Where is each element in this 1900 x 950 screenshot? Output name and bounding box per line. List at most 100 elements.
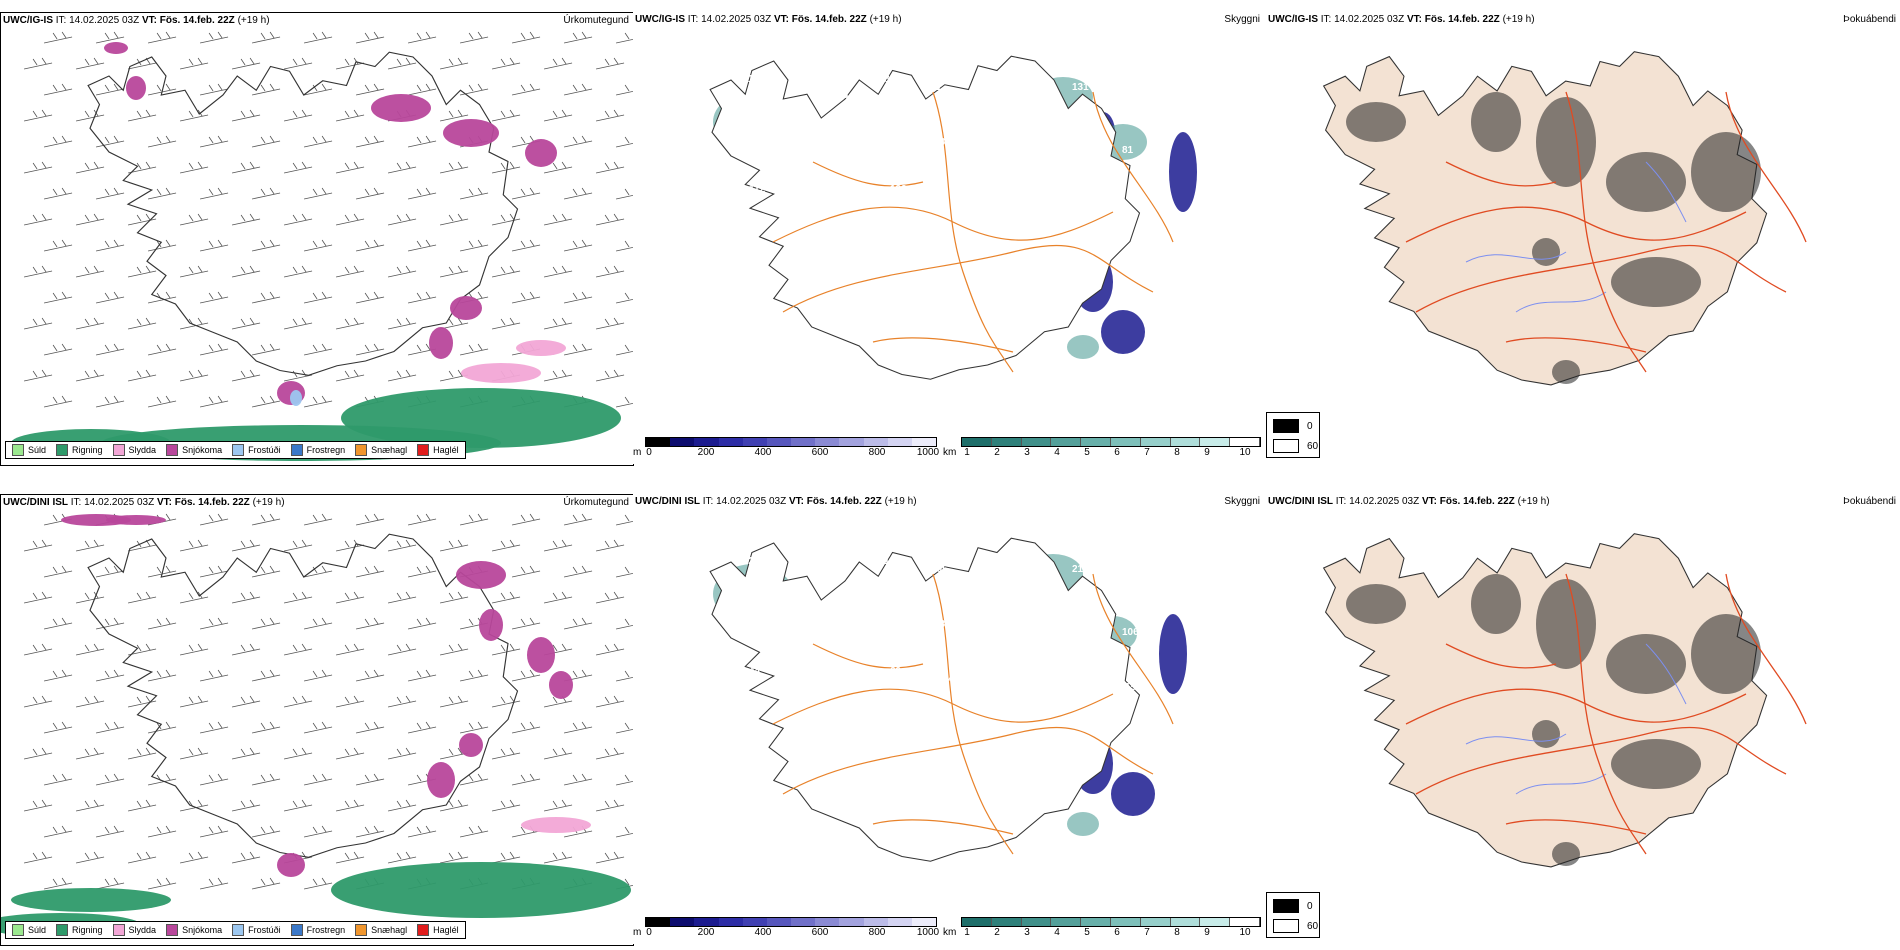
- wind-barb: [439, 57, 469, 70]
- wind-barb: [251, 187, 281, 200]
- visibility-strip: [961, 917, 1261, 927]
- cb-tick: 400: [754, 447, 772, 458]
- colorbar-cell: [991, 918, 1022, 926]
- wind-barb: [251, 83, 281, 96]
- cb-tick: 3: [1024, 927, 1030, 938]
- precip-area: [427, 762, 455, 798]
- wind-barb: [491, 161, 521, 174]
- wind-barb: [335, 591, 365, 604]
- cloud-base-colorbar: m 0 200 400 600 800 1000: [633, 917, 940, 943]
- visibility-strip: [961, 437, 1261, 447]
- cb-tick: 10: [1239, 927, 1251, 938]
- low-cloud-area: [1169, 132, 1197, 212]
- wind-barb: [595, 317, 625, 330]
- field-name: Úrkomutegund: [563, 15, 629, 26]
- road: [1405, 688, 1747, 725]
- wind-barb: [355, 773, 385, 786]
- wind-barb: [355, 239, 385, 252]
- wind-barb: [303, 31, 333, 44]
- precip-type-legend: Súld Rigning Slydda Snjókoma Frostúði Fr…: [5, 441, 466, 459]
- wind-barb: [387, 643, 417, 656]
- cloud-base-label: 81: [884, 74, 896, 85]
- road: [872, 819, 1014, 835]
- wind-barb: [23, 213, 53, 226]
- wind-barb: [95, 31, 125, 44]
- cloud-base-label: 105: [931, 564, 948, 575]
- wind-barb: [95, 877, 125, 890]
- wind-barb: [95, 721, 125, 734]
- cloud-base-label: 146: [796, 192, 813, 203]
- legend-item: Frostúði: [232, 924, 281, 936]
- cb-tick: 8: [1174, 927, 1180, 938]
- wind-barb: [43, 773, 73, 786]
- wind-barb: [95, 395, 125, 408]
- cb-tick: 1: [964, 447, 970, 458]
- wind-barb: [199, 187, 229, 200]
- wind-barb: [127, 695, 157, 708]
- wind-barb: [615, 188, 633, 200]
- wind-barb: [387, 591, 417, 604]
- wind-barb: [23, 109, 53, 122]
- wind-barb: [459, 721, 489, 734]
- cb-tick: 4: [1054, 927, 1060, 938]
- wind-barb: [595, 109, 625, 122]
- wind-barb: [491, 799, 521, 812]
- cloud-base-label: 250: [1119, 572, 1136, 583]
- colorbar-cell: [839, 438, 864, 446]
- fog-map-canvas: [1322, 51, 1807, 386]
- colorbar-cell: [766, 438, 792, 446]
- colorbar-cell: [1051, 918, 1082, 926]
- cb-tick: 6: [1114, 447, 1120, 458]
- wind-barb: [179, 747, 209, 760]
- cb-tick: 8: [1174, 447, 1180, 458]
- colorbar-cell: [791, 918, 816, 926]
- cloud-base-label: 165: [843, 200, 860, 211]
- wind-barb: [335, 57, 365, 70]
- wind-barb: [439, 695, 469, 708]
- wind-barb: [95, 565, 125, 578]
- wind-barb: [355, 343, 385, 356]
- cb-tick: 5: [1084, 927, 1090, 938]
- legend-item: Snjókoma: [166, 444, 222, 456]
- cloud-base-label: 106: [1122, 627, 1139, 638]
- wind-barb: [615, 566, 633, 578]
- wind-barb: [251, 877, 281, 890]
- wind-barb: [231, 161, 261, 174]
- fog-area: [1536, 97, 1596, 187]
- wind-barb: [543, 265, 573, 278]
- wind-barb: [543, 591, 573, 604]
- wind-barb: [439, 265, 469, 278]
- wind-barb: [511, 291, 541, 304]
- wind-barb: [23, 539, 53, 552]
- wind-barb: [43, 31, 73, 44]
- wind-barb: [511, 773, 541, 786]
- road: [1445, 161, 1557, 187]
- wind-barb: [231, 539, 261, 552]
- wind-barb: [43, 721, 73, 734]
- wind-barb: [147, 239, 177, 252]
- wind-barb: [355, 721, 385, 734]
- wind-barb: [595, 799, 625, 812]
- precip-area: [331, 862, 631, 918]
- wind-barb: [407, 669, 437, 682]
- wind-barb: [407, 825, 437, 838]
- colorbar-cell: [887, 438, 912, 446]
- cloud-base-label: 11: [790, 82, 801, 93]
- wind-barb: [563, 343, 593, 356]
- wind-barb: [147, 395, 177, 408]
- cb-tick: 0: [646, 927, 652, 938]
- wind-barb: [199, 565, 229, 578]
- panel-title: UWC/DINI ISL IT: 14.02.2025 03Z VT: Fös.…: [3, 497, 285, 508]
- wind-barb: [439, 213, 469, 226]
- wind-barb: [563, 617, 593, 630]
- colorbar-cell: [839, 918, 864, 926]
- cloud-base-label: 180: [887, 611, 904, 622]
- wind-barb: [407, 291, 437, 304]
- cb-tick: 2: [994, 927, 1000, 938]
- wind-barb: [491, 317, 521, 330]
- cb-tick: 1000: [916, 927, 940, 938]
- wind-barb: [407, 721, 437, 734]
- wind-barb: [127, 799, 157, 812]
- wind-barb: [147, 135, 177, 148]
- colorbar-cell: [694, 438, 719, 446]
